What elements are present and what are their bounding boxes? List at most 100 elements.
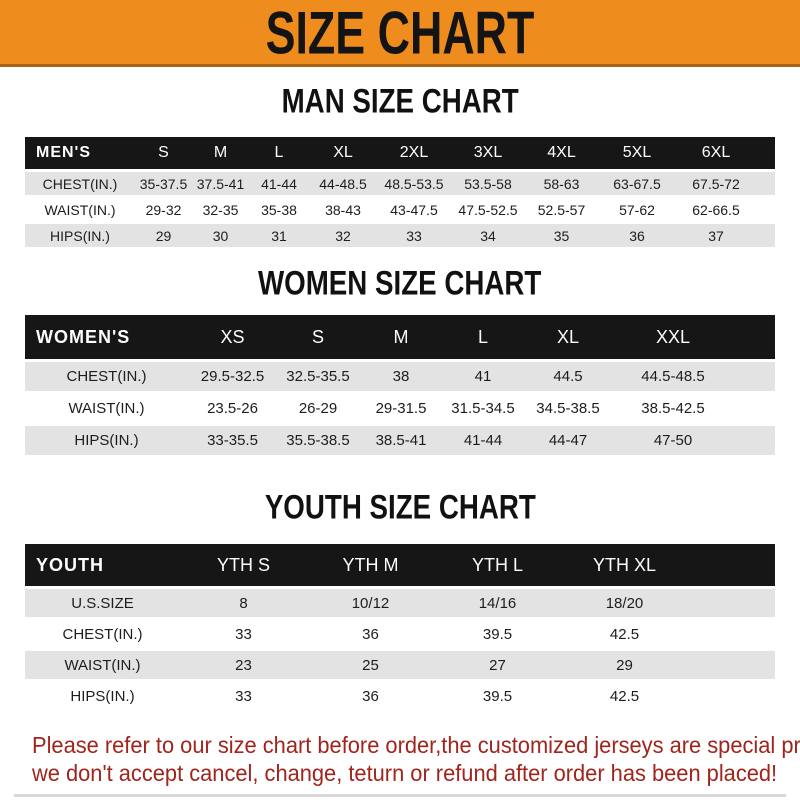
size-cell: 27 (434, 651, 561, 679)
filler-cell (756, 172, 775, 195)
size-cell: 57-62 (598, 198, 676, 221)
size-cell: 36 (598, 224, 676, 247)
size-cell: 29 (561, 651, 688, 679)
table-row: HIPS(IN.) 33-35.5 35.5-38.5 38.5-41 41-4… (25, 426, 775, 455)
size-cell: 38.5-41 (359, 426, 443, 455)
size-cell: 23 (180, 651, 307, 679)
row-label: CHEST(IN.) (25, 172, 135, 195)
size-cell: 35-38 (249, 198, 309, 221)
filler-cell (688, 620, 775, 648)
size-cell: 8 (180, 589, 307, 617)
size-cell: 37.5-41 (192, 172, 249, 195)
size-cell: 41-44 (249, 172, 309, 195)
size-cell: 18/20 (561, 589, 688, 617)
size-cell: 53.5-58 (451, 172, 525, 195)
row-label: CHEST(IN.) (25, 620, 180, 648)
row-label: HIPS(IN.) (25, 224, 135, 247)
size-cell: 33-35.5 (188, 426, 277, 455)
size-cell: 29-31.5 (359, 394, 443, 423)
filler-cell (688, 589, 775, 617)
men-col-header: 6XL (676, 137, 756, 169)
women-col-header: M (359, 315, 443, 359)
youth-section-heading: YOUTH SIZE CHART (0, 487, 800, 526)
women-col-header: S (277, 315, 359, 359)
size-cell: 67.5-72 (676, 172, 756, 195)
youth-col-header: YTH XL (561, 544, 688, 586)
size-cell: 33 (180, 682, 307, 710)
men-col-header: L (249, 137, 309, 169)
size-cell: 25 (307, 651, 434, 679)
size-cell: 41-44 (443, 426, 523, 455)
man-section-heading: MAN SIZE CHART (0, 81, 800, 120)
table-row: CHEST(IN.) 33 36 39.5 42.5 (25, 620, 775, 648)
size-cell: 31 (249, 224, 309, 247)
disclaimer-line-1: Please refer to our size chart before or… (32, 732, 800, 758)
size-chart-banner: SIZE CHART (0, 0, 800, 67)
size-cell: 47-50 (613, 426, 733, 455)
table-row: CHEST(IN.) 29.5-32.5 32.5-35.5 38 41 44.… (25, 362, 775, 391)
man-heading-text: MAN SIZE CHART (281, 81, 519, 120)
row-label: WAIST(IN.) (25, 651, 180, 679)
women-table-title: WOMEN'S (25, 315, 188, 359)
size-cell: 39.5 (434, 620, 561, 648)
table-row: CHEST(IN.) 35-37.5 37.5-41 41-44 44-48.5… (25, 172, 775, 195)
size-cell: 30 (192, 224, 249, 247)
men-table-title: MEN'S (25, 137, 135, 169)
size-cell: 32.5-35.5 (277, 362, 359, 391)
filler-cell (756, 224, 775, 247)
women-col-header: XS (188, 315, 277, 359)
youth-table-title: YOUTH (25, 544, 180, 586)
size-cell: 38 (359, 362, 443, 391)
bottom-divider (14, 794, 786, 797)
row-label: HIPS(IN.) (25, 426, 188, 455)
page-title: SIZE CHART (265, 0, 535, 67)
filler-cell (688, 544, 775, 586)
men-size-table: MEN'S S M L XL 2XL 3XL 4XL 5XL 6XL CHEST… (25, 134, 775, 250)
size-cell: 44.5 (523, 362, 613, 391)
women-col-header: XL (523, 315, 613, 359)
women-col-header: XXL (613, 315, 733, 359)
filler-cell (733, 394, 775, 423)
row-label: HIPS(IN.) (25, 682, 180, 710)
row-label: U.S.SIZE (25, 589, 180, 617)
size-cell: 34.5-38.5 (523, 394, 613, 423)
table-row: U.S.SIZE 8 10/12 14/16 18/20 (25, 589, 775, 617)
filler-cell (733, 362, 775, 391)
size-cell: 35-37.5 (135, 172, 192, 195)
disclaimer-line-2: we don't accept cancel, change, teturn o… (32, 760, 778, 786)
size-cell: 29 (135, 224, 192, 247)
size-cell: 33 (377, 224, 451, 247)
youth-col-header: YTH M (307, 544, 434, 586)
size-cell: 62-66.5 (676, 198, 756, 221)
table-row: HIPS(IN.) 29 30 31 32 33 34 35 36 37 (25, 224, 775, 247)
size-cell: 63-67.5 (598, 172, 676, 195)
size-cell: 37 (676, 224, 756, 247)
men-col-header: S (135, 137, 192, 169)
size-cell: 29.5-32.5 (188, 362, 277, 391)
youth-col-header: YTH L (434, 544, 561, 586)
youth-header-bar: YOUTH YTH S YTH M YTH L YTH XL (25, 544, 775, 586)
youth-heading-text: YOUTH SIZE CHART (264, 487, 536, 526)
men-col-header: XL (309, 137, 377, 169)
size-cell: 38.5-42.5 (613, 394, 733, 423)
size-cell: 41 (443, 362, 523, 391)
size-cell: 33 (180, 620, 307, 648)
size-cell: 29-32 (135, 198, 192, 221)
filler-cell (756, 198, 775, 221)
women-heading-text: WOMEN SIZE CHART (258, 263, 542, 302)
size-cell: 35 (525, 224, 598, 247)
table-row: WAIST(IN.) 23.5-26 26-29 29-31.5 31.5-34… (25, 394, 775, 423)
women-section-heading: WOMEN SIZE CHART (0, 263, 800, 302)
size-cell: 42.5 (561, 620, 688, 648)
size-cell: 48.5-53.5 (377, 172, 451, 195)
men-col-header: 4XL (525, 137, 598, 169)
youth-size-table: YOUTH YTH S YTH M YTH L YTH XL U.S.SIZE … (25, 541, 775, 713)
filler-cell (733, 426, 775, 455)
size-cell: 44-47 (523, 426, 613, 455)
row-label: WAIST(IN.) (25, 394, 188, 423)
size-cell: 42.5 (561, 682, 688, 710)
size-cell: 14/16 (434, 589, 561, 617)
disclaimer: Please refer to our size chart before or… (0, 731, 800, 787)
size-cell: 10/12 (307, 589, 434, 617)
women-col-header: L (443, 315, 523, 359)
